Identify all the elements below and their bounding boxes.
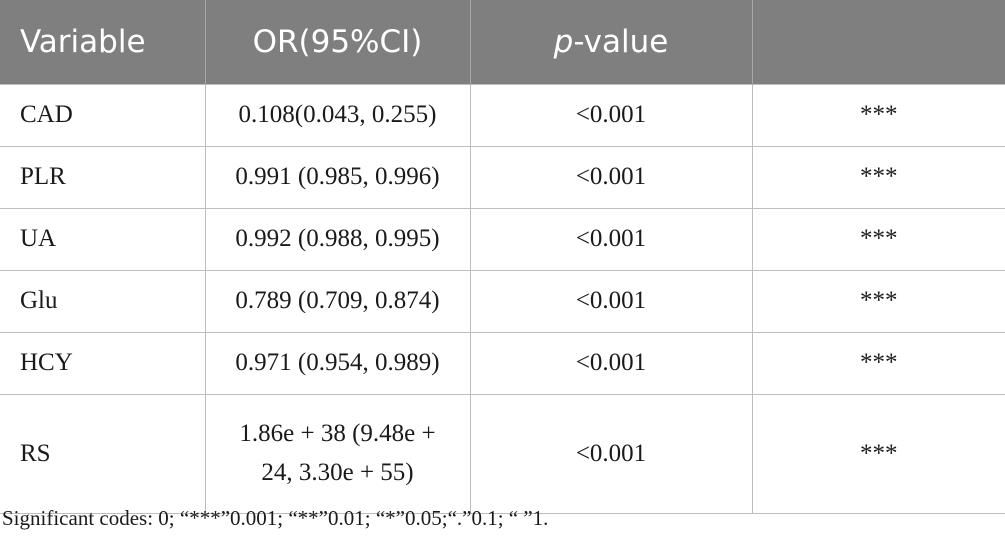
cell-p-value: <0.001 — [469, 208, 752, 271]
table-body: CAD 0.108(0.043, 0.255) <0.001 *** PLR 0… — [0, 84, 1005, 514]
cell-significance: *** — [751, 84, 1005, 147]
cell-significance: *** — [751, 270, 1005, 333]
cell-variable: Glu — [0, 270, 205, 333]
cell-p-value: <0.001 — [469, 84, 752, 147]
header-row: Variable OR(95%CI) p-value — [0, 0, 1005, 85]
cell-variable: UA — [0, 208, 205, 271]
header-p-rest: -value — [573, 24, 669, 60]
cell-or-ci: 0.971 (0.954, 0.989) — [204, 332, 470, 395]
header-p-value: p-value — [469, 0, 752, 85]
cell-or-ci: 1.86e + 38 (9.48e + 24, 3.30e + 55) — [204, 394, 470, 514]
cell-or-ci: 0.789 (0.709, 0.874) — [204, 270, 470, 333]
cell-variable: RS — [0, 394, 205, 514]
table-row: RS 1.86e + 38 (9.48e + 24, 3.30e + 55) <0… — [0, 394, 1005, 514]
table-header: Variable OR(95%CI) p-value — [0, 0, 1005, 85]
cell-variable: CAD — [0, 84, 205, 147]
table-row: PLR 0.991 (0.985, 0.996) <0.001 *** — [0, 146, 1005, 209]
cell-p-value: <0.001 — [469, 394, 752, 514]
cell-or-ci: 0.991 (0.985, 0.996) — [204, 146, 470, 209]
table-row: UA 0.992 (0.988, 0.995) <0.001 *** — [0, 208, 1005, 271]
header-p-italic: p — [553, 24, 574, 60]
cell-significance: *** — [751, 394, 1005, 514]
cell-or-ci-line1: 1.86e + 38 (9.48e + — [239, 420, 436, 448]
table-footnote: Significant codes: 0; “***”0.001; “**”0.… — [2, 506, 549, 530]
cell-significance: *** — [751, 332, 1005, 395]
table-row: HCY 0.971 (0.954, 0.989) <0.001 *** — [0, 332, 1005, 395]
cell-p-value: <0.001 — [469, 270, 752, 333]
header-variable: Variable — [0, 0, 205, 85]
cell-variable: HCY — [0, 332, 205, 395]
table-row: CAD 0.108(0.043, 0.255) <0.001 *** — [0, 84, 1005, 147]
cell-significance: *** — [751, 208, 1005, 271]
cell-or-ci: 0.992 (0.988, 0.995) — [204, 208, 470, 271]
cell-or-ci: 0.108(0.043, 0.255) — [204, 84, 470, 147]
results-table: Variable OR(95%CI) p-value CAD 0.108(0.0… — [0, 0, 1005, 514]
header-significance — [751, 0, 1005, 85]
cell-p-value: <0.001 — [469, 332, 752, 395]
cell-variable: PLR — [0, 146, 205, 209]
table-row: Glu 0.789 (0.709, 0.874) <0.001 *** — [0, 270, 1005, 333]
cell-p-value: <0.001 — [469, 146, 752, 209]
cell-significance: *** — [751, 146, 1005, 209]
header-or-ci: OR(95%CI) — [204, 0, 470, 85]
cell-or-ci-line2: 24, 3.30e + 55) — [261, 459, 414, 486]
